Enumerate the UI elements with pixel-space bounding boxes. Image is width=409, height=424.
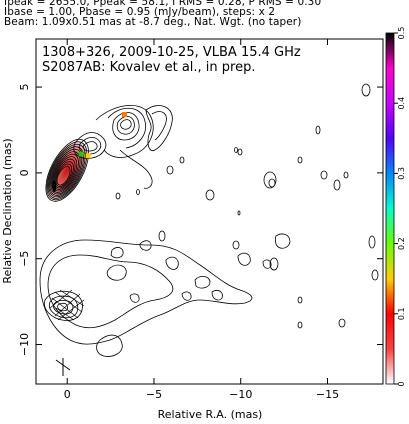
core-contour <box>53 158 76 190</box>
polarization-markers <box>78 112 127 159</box>
colorbar-tick-label: 0.3 <box>397 167 406 180</box>
x-tick-label: −5 <box>146 388 162 401</box>
polarization-marker <box>78 151 84 157</box>
y-tick-label: 0 <box>18 169 31 176</box>
core-contour <box>45 138 89 202</box>
x-axis-label: Relative R.A. (mas) <box>158 408 263 421</box>
x-tick-label: −15 <box>316 388 339 401</box>
polarization-marker <box>85 153 91 159</box>
colorbar-tick-label: 0.1 <box>397 307 406 320</box>
core-contour <box>55 163 73 187</box>
y-tick-label: −5 <box>18 251 31 267</box>
jet-contours <box>73 105 173 189</box>
colorbar-tick-label: 0 <box>397 381 406 386</box>
beam-cross <box>55 358 71 376</box>
chart-title: 1308+326, 2009-10-25, VLBA 15.4 GHz <box>42 45 301 60</box>
colorbar-tick-label: 0.4 <box>397 97 406 110</box>
core-contour <box>50 151 81 195</box>
header-line-2: Ibase = 1.00, Pbase = 0.95 (mJy/beam), s… <box>4 6 276 18</box>
polarization-marker <box>121 112 127 118</box>
header-line-3: Beam: 1.09x0.51 mas at -8.7 deg., Nat. W… <box>4 16 302 28</box>
hatched-region <box>49 289 85 321</box>
y-axis-label: Relative Declination (mas) <box>1 138 14 283</box>
colorbar-tick-label: 0.2 <box>397 237 406 250</box>
noise-contours <box>115 83 379 329</box>
core-contour <box>51 153 79 193</box>
x-axis: 0 −5 −10 −15 <box>64 39 339 401</box>
core-contour <box>56 166 71 186</box>
colorbar <box>385 32 395 385</box>
core-contour <box>52 156 78 192</box>
core-contour <box>54 161 74 189</box>
core-fill <box>47 141 88 200</box>
core-contour <box>47 143 86 199</box>
chart-subtitle: S2087AB: Kovalev et al., in prep. <box>42 60 255 75</box>
y-tick-label: 5 <box>18 84 31 91</box>
colorbar-tick-label: 0.5 <box>397 27 406 40</box>
plot-frame <box>35 38 384 385</box>
x-tick-label: 0 <box>64 388 71 401</box>
lower-contours <box>39 233 291 357</box>
y-axis: 5 0 −5 −10 <box>18 84 383 356</box>
y-tick-label: −10 <box>18 333 31 356</box>
colorbar-ticks: 0 0.1 0.2 0.3 0.4 0.5 <box>394 27 406 387</box>
core-peak <box>52 180 57 193</box>
x-tick-label: −10 <box>229 388 252 401</box>
core-contour <box>46 141 88 201</box>
core-contour <box>49 148 83 196</box>
header-line-1: Ipeak = 2655.0, Ppeak = 58.1, I RMS = 0.… <box>4 0 322 8</box>
core-contours <box>45 138 89 202</box>
